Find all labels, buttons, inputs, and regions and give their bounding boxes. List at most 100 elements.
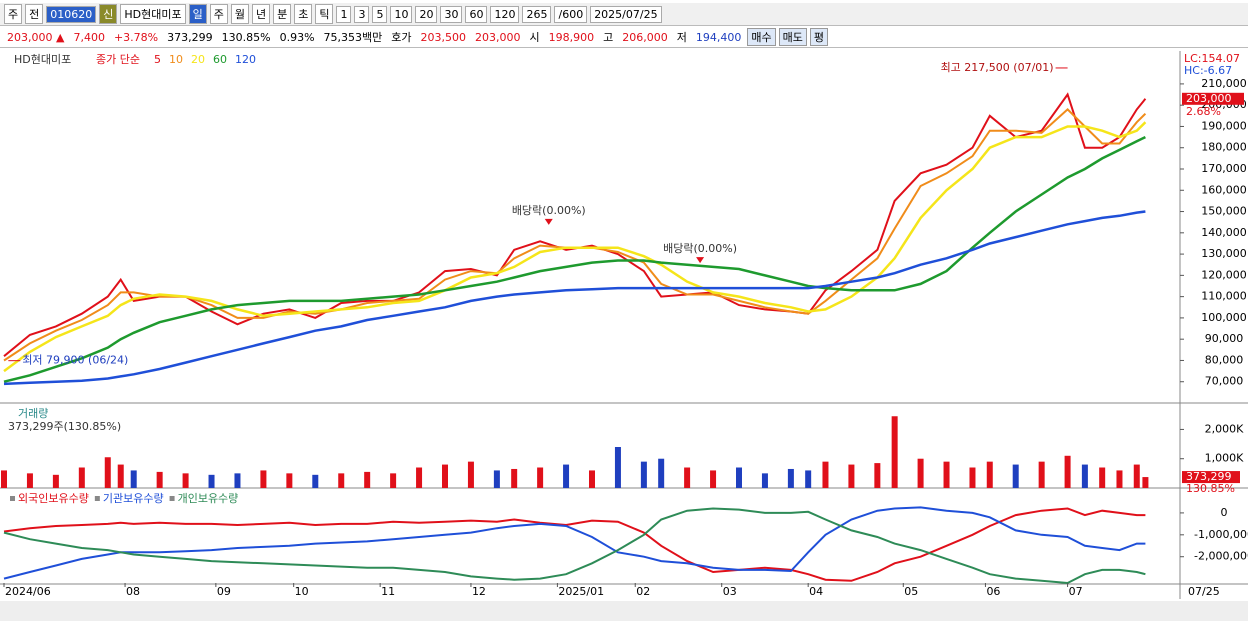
- x-tick-label: 04: [809, 585, 823, 598]
- y-tick-label: 150,000: [1201, 205, 1247, 218]
- volume-bar: [848, 464, 855, 488]
- volume-bar: [1116, 470, 1123, 488]
- info-item: 0.93%: [279, 30, 315, 44]
- axis-note: LC:154.07: [1184, 52, 1240, 65]
- legend-label: 5: [154, 53, 161, 66]
- toolbar-item[interactable]: 주: [209, 4, 228, 24]
- volume-bar: [364, 471, 371, 488]
- toolbar-item[interactable]: 60: [465, 5, 488, 23]
- y-tick-label: -2,000,000: [1194, 550, 1248, 563]
- toolbar-item[interactable]: 틱: [315, 4, 334, 24]
- series-line: [3, 121, 1147, 373]
- y-tick-label: 160,000: [1201, 183, 1247, 196]
- volume-bar: [312, 474, 319, 488]
- volume-bar: [26, 473, 33, 488]
- legend-label: 종가 단순: [96, 53, 140, 66]
- y-tick-label: 170,000: [1201, 162, 1247, 175]
- annotation: 배당락(0.00%): [512, 204, 586, 217]
- y-tick-label: 100,000: [1201, 311, 1247, 324]
- y-tick-label: -1,000,000: [1194, 528, 1248, 541]
- toolbar-item: 전: [25, 4, 44, 24]
- info-item: +3.78%: [113, 30, 159, 44]
- panel-subtitle: 373,299주(130.85%): [8, 420, 121, 433]
- volume-bar: [917, 458, 924, 488]
- info-item: 198,900: [548, 30, 595, 44]
- annotation: 배당락(0.00%): [663, 242, 737, 255]
- legend-label: 기관보유수량: [103, 492, 164, 505]
- volume-bar: [710, 470, 717, 488]
- toolbar-item[interactable]: 20: [415, 5, 438, 23]
- panel-title: HD현대미포: [14, 53, 71, 66]
- info-item: 고: [603, 31, 614, 44]
- volume-bar: [761, 473, 768, 488]
- series-line: [3, 507, 1146, 585]
- info-item: 75,353백만: [323, 31, 383, 44]
- info-item: 203,000: [475, 30, 521, 44]
- toolbar-item: 신: [99, 4, 118, 24]
- toolbar-item: /600: [554, 5, 588, 23]
- volume-bar: [511, 468, 518, 488]
- y-tick-label: 0: [1221, 506, 1228, 519]
- x-tick-label: 11: [381, 585, 395, 598]
- toolbar-item[interactable]: 월: [230, 4, 249, 24]
- info-item: 저: [676, 31, 687, 44]
- series-line: [3, 135, 1146, 383]
- info-item: 203,000 ▲: [7, 30, 65, 44]
- toolbar-item[interactable]: 120: [490, 5, 520, 23]
- info-item: 7,400: [73, 30, 105, 44]
- legend-label: 외국인보유수량: [18, 492, 89, 505]
- x-tick-label: 02: [636, 585, 650, 598]
- volume-bar: [416, 467, 423, 488]
- volume-bar: [442, 464, 448, 488]
- y-tick-label: 190,000: [1201, 119, 1247, 132]
- volume-bar: [822, 461, 829, 488]
- info-item[interactable]: 평: [809, 28, 829, 46]
- y-tick-label: 80,000: [1205, 353, 1244, 366]
- toolbar-item[interactable]: 5: [372, 5, 388, 23]
- info-item: 194,400: [695, 30, 742, 44]
- volume-bar: [234, 473, 241, 488]
- toolbar-item[interactable]: 10: [390, 5, 413, 23]
- toolbar-item[interactable]: 초: [294, 4, 313, 24]
- y-tick-label: 70,000: [1205, 375, 1244, 388]
- info-item[interactable]: 매수: [747, 28, 776, 46]
- volume-bar: [208, 474, 215, 488]
- info-item: 호가: [391, 31, 412, 44]
- volume-bar: [1081, 464, 1088, 488]
- toolbar-item[interactable]: 1: [336, 5, 352, 23]
- volume-bar: [390, 473, 397, 488]
- x-tick-label: 12: [472, 585, 486, 598]
- volume-bar: [286, 473, 293, 488]
- current-volume-box: [1182, 471, 1240, 484]
- info-item: 373,299: [167, 30, 213, 44]
- volume-bar: [1038, 461, 1045, 488]
- toolbar-item: 265: [522, 5, 552, 23]
- volume-bar: [130, 470, 137, 488]
- legend-label: 20: [191, 53, 205, 66]
- volume-bar: [805, 470, 812, 488]
- x-tick-label: 06: [986, 585, 1000, 598]
- series-line: [3, 507, 1146, 582]
- toolbar-item[interactable]: 년: [251, 4, 271, 24]
- volume-bar: [736, 467, 742, 488]
- volume-bar: [260, 470, 267, 488]
- toolbar-item: HD현대미포: [120, 4, 186, 24]
- y-tick-label: 140,000: [1201, 226, 1247, 239]
- toolbar-item[interactable]: 3: [354, 5, 370, 23]
- toolbar-item[interactable]: 30: [440, 5, 463, 23]
- info-item: 130.85%: [221, 30, 271, 44]
- volume-bar: [874, 463, 881, 488]
- legend-swatch: [94, 496, 100, 501]
- volume-bar: [1099, 467, 1106, 488]
- annotation-arrow: [696, 257, 705, 264]
- current-price-box: [1182, 92, 1244, 105]
- info-item[interactable]: 매도: [778, 28, 807, 46]
- toolbar-item[interactable]: 일: [188, 4, 207, 24]
- x-tick-label: 05: [904, 585, 918, 598]
- toolbar-item[interactable]: 분: [273, 4, 292, 24]
- info-bar: 203,000 ▲ 7,400 +3.78% 373,299 130.85% 0.93% 7…: [0, 27, 1248, 48]
- x-tick-label: 08: [126, 585, 140, 598]
- toolbar-item: 2025/07/25: [590, 5, 662, 23]
- volume-bar: [658, 458, 665, 488]
